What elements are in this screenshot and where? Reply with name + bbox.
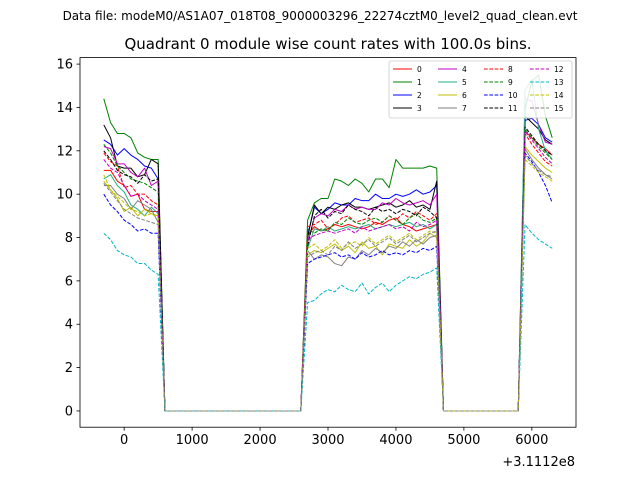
y-tick-label: 4 [65,318,73,333]
chart-title: Quadrant 0 module wise count rates with … [124,35,531,53]
legend-label-7: 7 [462,104,467,113]
figure-suptitle: Data file: modeM0/AS1A07_018T08_90000032… [63,9,578,23]
y-tick-label: 12 [56,144,73,159]
series-line-3 [103,115,553,412]
legend-frame [388,60,573,119]
legend-label-10: 10 [508,91,518,100]
x-tick-label: 3000 [311,433,344,448]
plot-lines [103,74,553,412]
series-line-10 [103,152,553,412]
series-line-2 [103,117,553,412]
legend-label-1: 1 [417,78,422,87]
x-tick-label: 1000 [176,433,209,448]
series-line-11 [103,126,553,412]
series-line-15 [103,154,553,412]
y-tick-label: 14 [56,101,73,116]
legend-label-13: 13 [554,78,564,87]
series-line-7 [103,148,553,412]
y-tick-label: 8 [65,231,73,246]
series-line-12 [103,130,553,412]
x-tick-label: 6000 [515,433,548,448]
legend-label-12: 12 [554,65,564,74]
y-tick-label: 2 [65,361,73,376]
y-tick-label: 0 [65,404,73,419]
series-line-13 [103,224,553,412]
y-tick-label: 16 [56,58,73,73]
x-tick-label: 4000 [379,433,412,448]
legend-label-15: 15 [554,104,564,113]
series-line-1 [103,74,553,412]
x-axis: 0 1000 2000 3000 4000 5000 6000 [120,427,548,448]
legend-label-2: 2 [417,91,422,100]
series-line-14 [103,158,553,412]
x-tick-label: 2000 [244,433,277,448]
legend-label-4: 4 [462,65,467,74]
legend-label-6: 6 [462,91,467,100]
legend-label-11: 11 [508,104,518,113]
series-line-6 [103,145,553,412]
series-line-8 [103,132,553,412]
legend-label-5: 5 [462,78,467,87]
legend-label-3: 3 [417,104,422,113]
legend-label-9: 9 [508,78,513,87]
y-tick-label: 10 [56,188,73,203]
y-axis: 0 2 4 6 8 10 12 14 16 [56,58,80,419]
series-line-5 [103,78,553,412]
x-tick-label: 0 [120,433,128,448]
legend-label-0: 0 [417,65,422,74]
x-tick-label: 5000 [447,433,480,448]
series-line-9 [103,128,553,412]
x-offset-label: +3.1112e8 [502,455,575,470]
y-tick-label: 6 [65,274,73,289]
legend-label-8: 8 [508,65,513,74]
legend-label-14: 14 [554,91,564,100]
series-line-0 [103,130,553,412]
